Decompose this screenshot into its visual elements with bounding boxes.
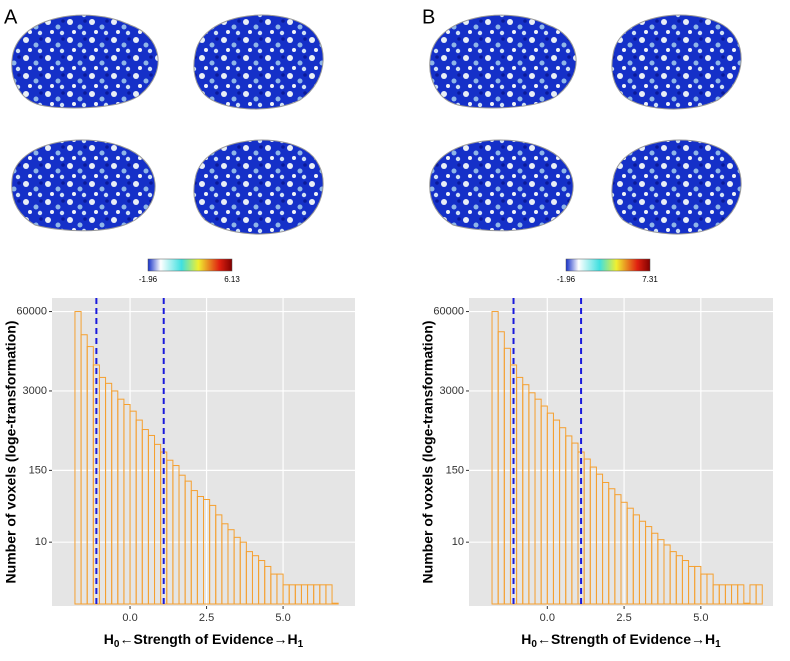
bar — [755, 584, 763, 605]
x-tick-label: 5.0 — [693, 612, 708, 624]
colorbar-label: 6.13 — [224, 275, 240, 284]
panel-label: B — [422, 6, 435, 28]
brain-image — [193, 14, 324, 110]
x-label-text: H — [521, 631, 531, 647]
x-label-subscript: 1 — [715, 639, 721, 650]
x-axis-label: H0←Strength of Evidence→H1 — [104, 631, 304, 650]
bar — [743, 602, 751, 605]
x-tick-label: 2.5 — [199, 612, 214, 624]
x-tick-label: 2.5 — [616, 612, 631, 624]
brain-image — [611, 139, 742, 235]
y-tick-label: 60000 — [16, 305, 47, 317]
bar — [325, 584, 333, 605]
brain-image — [11, 14, 159, 109]
x-tick-label: 5.0 — [275, 612, 290, 624]
x-tick-label: 0.0 — [122, 612, 137, 624]
x-label-subscript: 0 — [531, 639, 537, 650]
colorbar-label: -1.96 — [557, 275, 576, 284]
bar — [737, 584, 745, 605]
brain-image — [11, 139, 156, 232]
brain-image — [429, 14, 577, 109]
x-label-subscript: 1 — [298, 639, 304, 650]
y-tick-label: 150 — [29, 464, 47, 476]
y-tick-label: 10 — [452, 536, 464, 548]
y-tick-label: 3000 — [23, 385, 47, 397]
bar — [331, 602, 339, 605]
colorbar — [147, 258, 233, 272]
y-tick-label: 3000 — [440, 385, 464, 397]
brains-a — [11, 14, 324, 235]
brain-image — [193, 139, 324, 235]
y-axis-label: Number of voxels (loge-transformation) — [3, 321, 19, 584]
colorbar-label: -1.96 — [139, 275, 158, 284]
brain-image — [611, 14, 742, 110]
y-tick-label: 10 — [35, 536, 47, 548]
x-axis-label: H0←Strength of Evidence→H1 — [521, 631, 721, 650]
brain-image — [429, 139, 574, 232]
colorbar-label: 7.31 — [642, 275, 658, 284]
y-axis-label: Number of voxels (loge-transformation) — [420, 321, 436, 584]
x-tick-label: 0.0 — [540, 612, 555, 624]
panel-label: A — [4, 6, 18, 28]
x-label-text: ←Strength of Evidence→H — [119, 631, 297, 647]
x-label-text: H — [104, 631, 114, 647]
x-label-text: ←Strength of Evidence→H — [537, 631, 715, 647]
y-tick-label: 60000 — [433, 305, 464, 317]
x-label-subscript: 0 — [114, 639, 120, 650]
y-tick-label: 150 — [446, 464, 464, 476]
colorbar — [565, 258, 651, 272]
brains-b — [429, 14, 742, 235]
